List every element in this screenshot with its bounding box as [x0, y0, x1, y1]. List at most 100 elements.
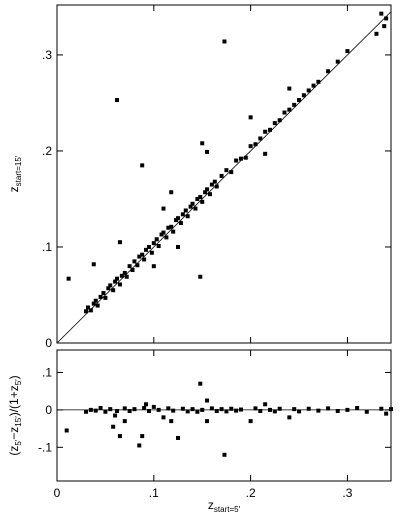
- point: [144, 402, 149, 407]
- point: [93, 408, 98, 413]
- point: [88, 407, 93, 412]
- point: [238, 407, 243, 412]
- point: [137, 443, 142, 448]
- point: [151, 241, 156, 246]
- point: [253, 406, 258, 411]
- point: [166, 406, 171, 411]
- point: [248, 115, 253, 120]
- point: [335, 409, 340, 414]
- point: [316, 79, 321, 84]
- point: [282, 110, 287, 115]
- point: [214, 184, 219, 189]
- point: [132, 407, 137, 412]
- point: [149, 250, 154, 255]
- point: [122, 406, 127, 411]
- point: [84, 409, 89, 414]
- point: [212, 179, 217, 184]
- point: [287, 415, 292, 420]
- point: [185, 409, 190, 414]
- point: [161, 206, 166, 211]
- point: [169, 224, 174, 229]
- point: [98, 294, 103, 299]
- y-tick-label: -.1: [38, 440, 52, 454]
- point: [151, 264, 156, 269]
- point: [176, 435, 181, 440]
- point: [117, 240, 122, 245]
- point: [115, 98, 120, 103]
- y-tick-label: .1: [42, 365, 52, 379]
- point: [113, 279, 118, 284]
- point: [263, 129, 268, 134]
- point: [108, 407, 113, 412]
- axis-label: (z5′−z15′)/(1+z5′): [7, 375, 23, 455]
- point: [144, 247, 149, 252]
- point: [234, 408, 239, 413]
- point: [64, 428, 69, 433]
- point: [190, 201, 195, 206]
- label-text: z: [208, 498, 214, 512]
- point: [205, 398, 210, 403]
- panel: -.1 0 .1 0 .1 .2 .3: [38, 349, 392, 500]
- point: [326, 406, 331, 411]
- plot-frame: [56, 4, 392, 344]
- point: [161, 415, 166, 420]
- point: [306, 406, 311, 411]
- reference-line: [56, 11, 392, 344]
- point: [180, 406, 185, 411]
- point: [91, 301, 96, 306]
- point: [364, 409, 369, 414]
- label-text: )/(1+z: [7, 385, 21, 416]
- point: [103, 409, 108, 414]
- point: [272, 409, 277, 414]
- point: [384, 411, 389, 416]
- point: [345, 407, 350, 412]
- point: [198, 195, 203, 200]
- point: [106, 286, 111, 291]
- point: [119, 273, 124, 278]
- point: [115, 276, 120, 281]
- point: [161, 230, 166, 235]
- point: [277, 118, 282, 123]
- point: [248, 419, 253, 424]
- point: [224, 409, 229, 414]
- point: [140, 252, 145, 257]
- point: [169, 419, 174, 424]
- point: [229, 406, 234, 411]
- label-text: ): [7, 375, 21, 379]
- point: [66, 276, 71, 281]
- point: [146, 244, 151, 249]
- label-subscript: 5′: [14, 439, 23, 445]
- point: [326, 69, 331, 74]
- point: [156, 407, 161, 412]
- point: [379, 11, 384, 16]
- point: [142, 406, 147, 411]
- point: [183, 208, 188, 213]
- point: [203, 190, 208, 195]
- point: [171, 408, 176, 413]
- point: [84, 309, 89, 314]
- point: [115, 409, 120, 414]
- y-tick-label: .2: [42, 144, 52, 158]
- point: [301, 93, 306, 98]
- label-text: (z: [7, 446, 21, 456]
- point: [195, 196, 200, 201]
- point: [176, 216, 181, 221]
- point: [292, 102, 297, 107]
- point: [207, 192, 212, 197]
- point: [137, 254, 142, 259]
- point: [267, 407, 272, 412]
- axis-label: zstart=15′: [7, 155, 23, 192]
- label-subscript: 5′: [14, 379, 23, 385]
- point: [176, 244, 181, 249]
- point: [234, 158, 239, 163]
- point: [124, 274, 129, 279]
- point: [209, 182, 214, 187]
- y-tick-label: 0: [45, 403, 52, 417]
- point: [243, 155, 248, 160]
- point: [205, 187, 210, 192]
- point: [142, 257, 147, 262]
- point: [297, 409, 302, 414]
- point: [111, 424, 116, 429]
- point: [140, 434, 145, 439]
- point: [140, 163, 145, 168]
